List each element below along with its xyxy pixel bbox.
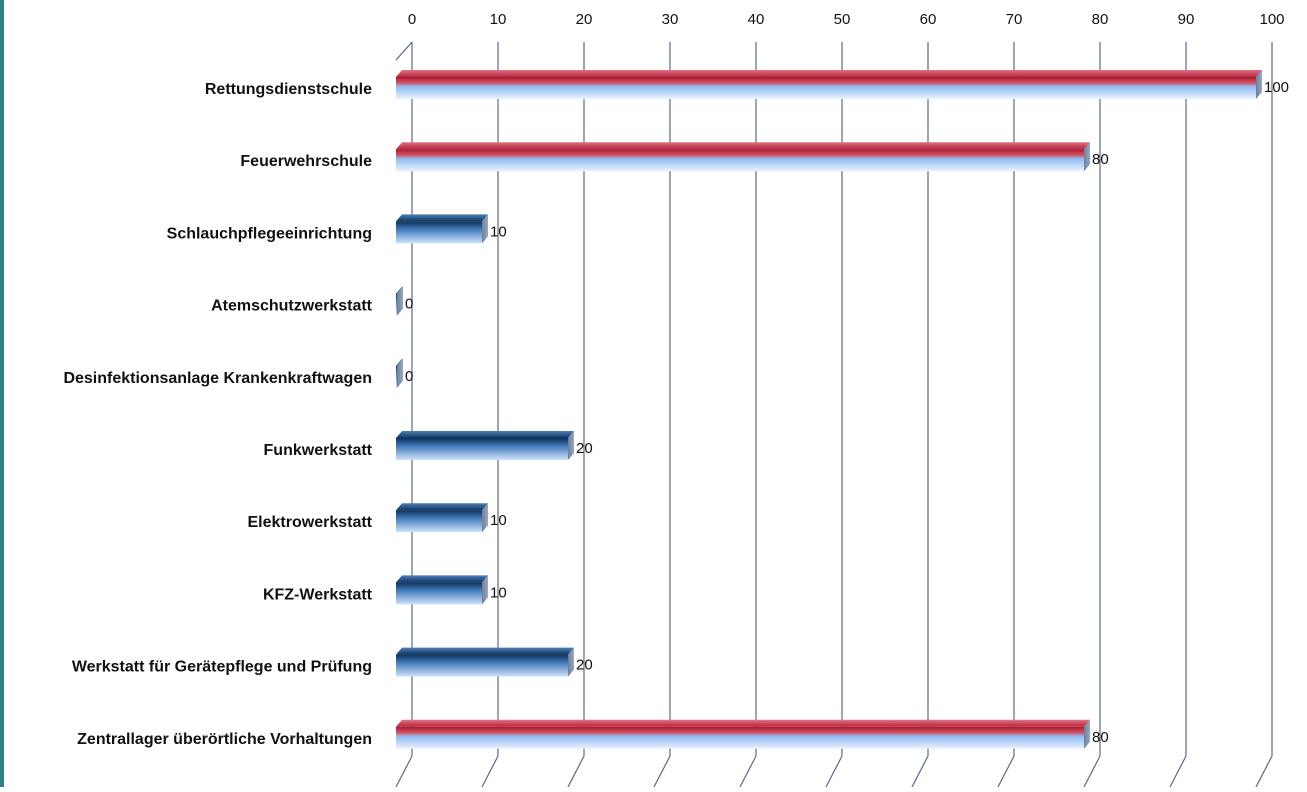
x-tick-label: 20 [576, 11, 593, 28]
x-tick-label: 40 [748, 11, 765, 28]
bar [396, 719, 1090, 749]
category-label: Feuerwehrschule [240, 153, 372, 170]
category-label: KFZ-Werkstatt [263, 586, 373, 603]
bar-front-face [396, 726, 1084, 749]
x-tick-label: 70 [1006, 11, 1023, 28]
gridline-foot-10 [481, 755, 499, 788]
gridline-foot-70 [997, 755, 1015, 788]
data-label: 100 [1264, 79, 1289, 96]
category-label: Werkstatt für Gerätepflege und Prüfung [72, 659, 372, 676]
bar-front-face [396, 149, 1084, 172]
bar-top-face [396, 431, 574, 438]
data-label: 10 [490, 223, 507, 240]
data-label: 0 [405, 296, 413, 313]
gridline-foot-100 [1255, 755, 1273, 788]
bar [396, 142, 1090, 172]
bar [396, 286, 403, 316]
category-label: Atemschutzwerkstatt [211, 298, 373, 315]
x-tick-label: 0 [408, 11, 416, 28]
bar-top-face [396, 358, 403, 366]
bar-top-face [396, 70, 1262, 77]
bar-top-face [396, 647, 574, 655]
bar-front-face [396, 510, 482, 533]
category-label: Rettungsdienstschule [205, 81, 372, 98]
data-label: 20 [576, 657, 593, 674]
bar-front-face [396, 221, 482, 244]
x-tick-label: 80 [1092, 11, 1109, 28]
bar [396, 575, 488, 605]
bar [396, 503, 488, 533]
x-tick-label: 60 [920, 11, 937, 28]
category-label: Elektrowerkstatt [248, 514, 373, 531]
x-tick-label: 90 [1178, 11, 1195, 28]
bar-side-face [1084, 142, 1090, 172]
bar-side-face [482, 503, 488, 533]
bar-side-face [1256, 70, 1262, 99]
data-label: 80 [1092, 729, 1109, 746]
gridline-foot-90 [1169, 755, 1187, 788]
bar-side-face [568, 431, 574, 460]
category-label: Zentrallager überörtliche Vorhaltungen [77, 731, 372, 748]
x-tick-label: 100 [1259, 11, 1284, 28]
bar [396, 358, 403, 388]
x-tick-label: 30 [662, 11, 679, 28]
gridline-foot-40 [739, 755, 757, 788]
bar-side-face [1084, 719, 1090, 749]
bar-top-face [396, 503, 488, 511]
gridline-foot-80 [1083, 755, 1101, 788]
bar [396, 214, 488, 244]
bar-side-face [568, 647, 574, 677]
gridline-foot-30 [653, 755, 671, 788]
bar-top-face [396, 286, 403, 294]
data-label: 10 [490, 584, 507, 601]
bar [396, 70, 1262, 99]
data-label: 20 [576, 440, 593, 457]
gridline-foot-60 [911, 755, 929, 788]
bar-side-face [397, 358, 403, 388]
bar-top-face [396, 719, 1090, 727]
bar-side-face [397, 286, 403, 316]
axis-wall-edge [395, 41, 413, 61]
bar-side-face [482, 214, 488, 244]
bar [396, 647, 574, 677]
category-label: Funkwerkstatt [264, 442, 373, 459]
x-tick-label: 10 [490, 11, 507, 28]
bar-front-face [396, 654, 568, 677]
bar-top-face [396, 142, 1090, 150]
bar-top-face [396, 575, 488, 583]
data-label: 10 [490, 512, 507, 529]
category-label: Desinfektionsanlage Krankenkraftwagen [63, 370, 372, 387]
bar-front-face [396, 77, 1256, 99]
left-edge-strip [0, 0, 4, 787]
bar-top-face [396, 214, 488, 222]
bar [396, 431, 574, 460]
category-label: Schlauchpflegeeinrichtung [167, 225, 372, 242]
gridline-foot-0 [395, 755, 413, 788]
data-label: 80 [1092, 151, 1109, 168]
category-labels: Rettungsdienstschule Feuerwehrschule Schla… [63, 81, 372, 748]
bars [396, 70, 1262, 749]
gridline-foot-50 [825, 755, 843, 788]
x-tick-labels: 0 10 20 30 40 50 60 70 80 90 100 [408, 11, 1285, 28]
gridline-foot-20 [567, 755, 585, 788]
bar-front-face [396, 582, 482, 605]
bar-front-face [396, 365, 397, 388]
bar-front-face [396, 293, 397, 316]
data-label: 0 [405, 368, 413, 385]
bar-front-face [396, 438, 568, 460]
x-tick-label: 50 [834, 11, 851, 28]
bar-side-face [482, 575, 488, 605]
